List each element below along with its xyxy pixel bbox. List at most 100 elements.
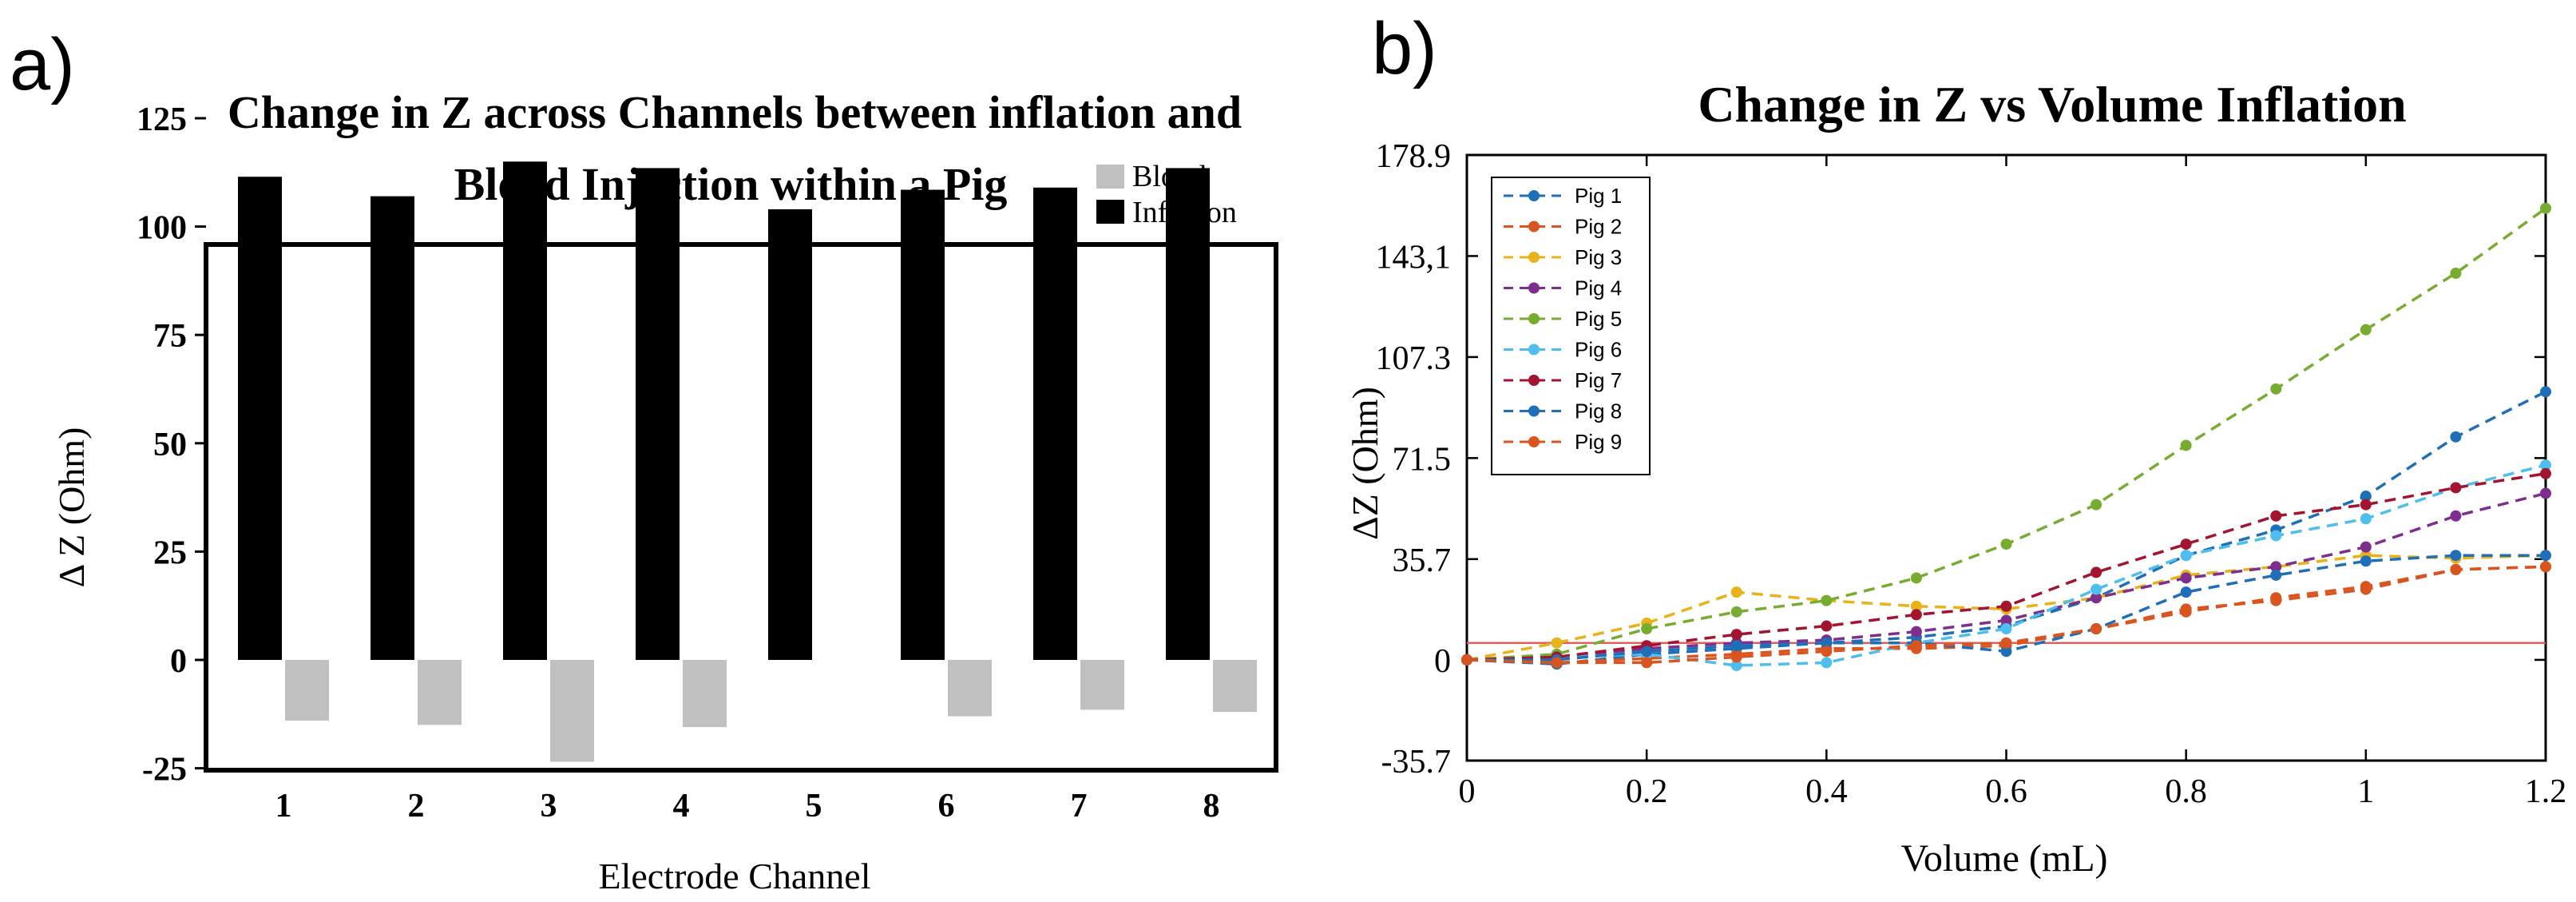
chart-a-xtick-label: 4 xyxy=(673,788,690,825)
data-point xyxy=(2450,550,2462,562)
chart-b-ytick-label: 35.7 xyxy=(1393,542,1452,579)
chart-a-ytick-label: 75 xyxy=(153,318,187,355)
data-point xyxy=(2000,637,2012,649)
chart-b-legend-items: Pig 1 Pig 2 Pig 3 Pig 4 Pig 5 Pig 6 Pig 7 Pig 8… xyxy=(1504,184,1622,454)
chart-b-ytick-label: 178.9 xyxy=(1376,138,1452,175)
chart-a-ytick-label: 25 xyxy=(153,534,187,571)
data-point xyxy=(2450,267,2462,279)
bar-inflation xyxy=(503,161,547,661)
data-point xyxy=(2000,614,2012,626)
bar-inflation xyxy=(371,196,414,660)
chart-b-xtick-label: 0.6 xyxy=(1985,773,2027,810)
data-point xyxy=(1910,572,1922,584)
data-point xyxy=(2360,513,2372,525)
legend-swatch-marker xyxy=(1528,344,1540,356)
legend-swatch-marker xyxy=(1528,221,1540,232)
data-point xyxy=(2540,386,2551,398)
chart-b-legend: Pig 1 Pig 2 Pig 3 Pig 4 Pig 5 Pig 6 Pig 7 Pig 8… xyxy=(1491,177,1651,475)
bar-inflation xyxy=(636,168,680,661)
chart-a-xlabel: Electrode Channel xyxy=(598,856,870,896)
chart-a-title-line1: Change in Z across Channels between infl… xyxy=(228,86,1242,138)
chart-a-ytick-label: 0 xyxy=(170,643,187,680)
legend-label: Pig 8 xyxy=(1575,399,1622,423)
bar-blood xyxy=(550,660,594,762)
data-point xyxy=(1910,609,1922,621)
chart-a-xtick-label: 5 xyxy=(806,788,822,825)
data-point xyxy=(2360,555,2372,567)
panel-b-label: b) xyxy=(1372,8,1437,89)
bar-inflation xyxy=(1033,187,1077,660)
data-point xyxy=(2091,592,2102,604)
bar-inflation xyxy=(1166,168,1210,661)
chart-b-ytick-label: -35.7 xyxy=(1381,744,1452,781)
legend-label: Pig 7 xyxy=(1575,368,1622,392)
legend-a-swatch-inflation xyxy=(1096,200,1124,224)
data-point xyxy=(1461,654,1472,666)
data-point xyxy=(1730,629,1742,641)
data-point xyxy=(2360,491,2372,503)
legend-label: Pig 5 xyxy=(1575,307,1622,331)
data-point xyxy=(2450,563,2462,575)
data-point xyxy=(1641,646,1653,658)
data-point xyxy=(2270,383,2282,395)
data-point xyxy=(2540,202,2551,214)
data-point xyxy=(2180,550,2192,562)
chart-b-x-ticks: 0 0.2 0.4 0.6 0.8 1 1.2 xyxy=(1459,155,2567,810)
series-pig-9 xyxy=(1461,561,2551,669)
data-point xyxy=(1641,623,1653,635)
data-point xyxy=(1730,606,1742,618)
chart-b-xtick-label: 0.4 xyxy=(1805,773,1848,810)
data-point xyxy=(1821,637,1833,649)
data-point xyxy=(2540,487,2551,499)
legend-label: Pig 3 xyxy=(1575,245,1622,269)
data-point xyxy=(2450,431,2462,443)
data-point xyxy=(2270,510,2282,522)
data-point xyxy=(2180,538,2192,550)
chart-a-ytick-label: 50 xyxy=(153,427,187,463)
data-point xyxy=(2360,499,2372,511)
chart-a-xtick-label: 8 xyxy=(1203,788,1220,825)
data-point xyxy=(1821,620,1833,632)
chart-a-xtick-label: 6 xyxy=(938,788,955,825)
chart-a-bars xyxy=(238,161,1257,762)
chart-a-ytick-label: -25 xyxy=(142,752,187,789)
data-point xyxy=(2180,586,2192,598)
series-pig-7 xyxy=(1461,467,2551,666)
chart-b-ytick-label: 71.5 xyxy=(1393,441,1452,478)
chart-b-xtick-label: 1 xyxy=(2357,773,2374,810)
panel-a-label: a) xyxy=(10,24,75,105)
legend-swatch-marker xyxy=(1528,282,1540,294)
chart-a-xtick-label: 1 xyxy=(275,788,292,825)
data-point xyxy=(2450,510,2462,522)
data-point xyxy=(2000,600,2012,612)
data-point xyxy=(2450,482,2462,494)
chart-b-xtick-label: 1.2 xyxy=(2525,773,2567,810)
chart-a-xtick-label: 2 xyxy=(408,788,425,825)
chart-a-x-ticks: 1 2 3 4 5 6 7 8 xyxy=(275,788,1220,825)
data-point xyxy=(2270,569,2282,581)
data-point xyxy=(2270,561,2282,573)
data-point xyxy=(2540,467,2551,479)
legend-swatch-marker xyxy=(1528,405,1540,417)
chart-b-ytick-label: 143,1 xyxy=(1376,239,1452,276)
legend-label: Pig 1 xyxy=(1575,184,1622,208)
bar-blood xyxy=(683,660,727,728)
data-point xyxy=(2000,646,2012,658)
data-point xyxy=(2270,594,2282,606)
data-point xyxy=(2000,538,2012,550)
data-point xyxy=(2270,530,2282,542)
chart-b-series xyxy=(1461,202,2551,671)
legend-label: Pig 6 xyxy=(1575,338,1622,362)
legend-a-swatch-blood xyxy=(1096,165,1124,189)
chart-b-ytick-label: 107.3 xyxy=(1376,340,1452,377)
bar-blood xyxy=(1213,660,1257,713)
data-point xyxy=(2540,459,2551,471)
data-point xyxy=(2540,550,2551,562)
data-point xyxy=(2091,583,2102,595)
data-point xyxy=(2091,623,2102,635)
legend-label: Pig 9 xyxy=(1575,430,1622,454)
data-point xyxy=(1821,646,1833,658)
chart-a-xtick-label: 3 xyxy=(541,788,557,825)
bar-blood xyxy=(285,660,329,721)
bar-blood xyxy=(1080,660,1124,710)
